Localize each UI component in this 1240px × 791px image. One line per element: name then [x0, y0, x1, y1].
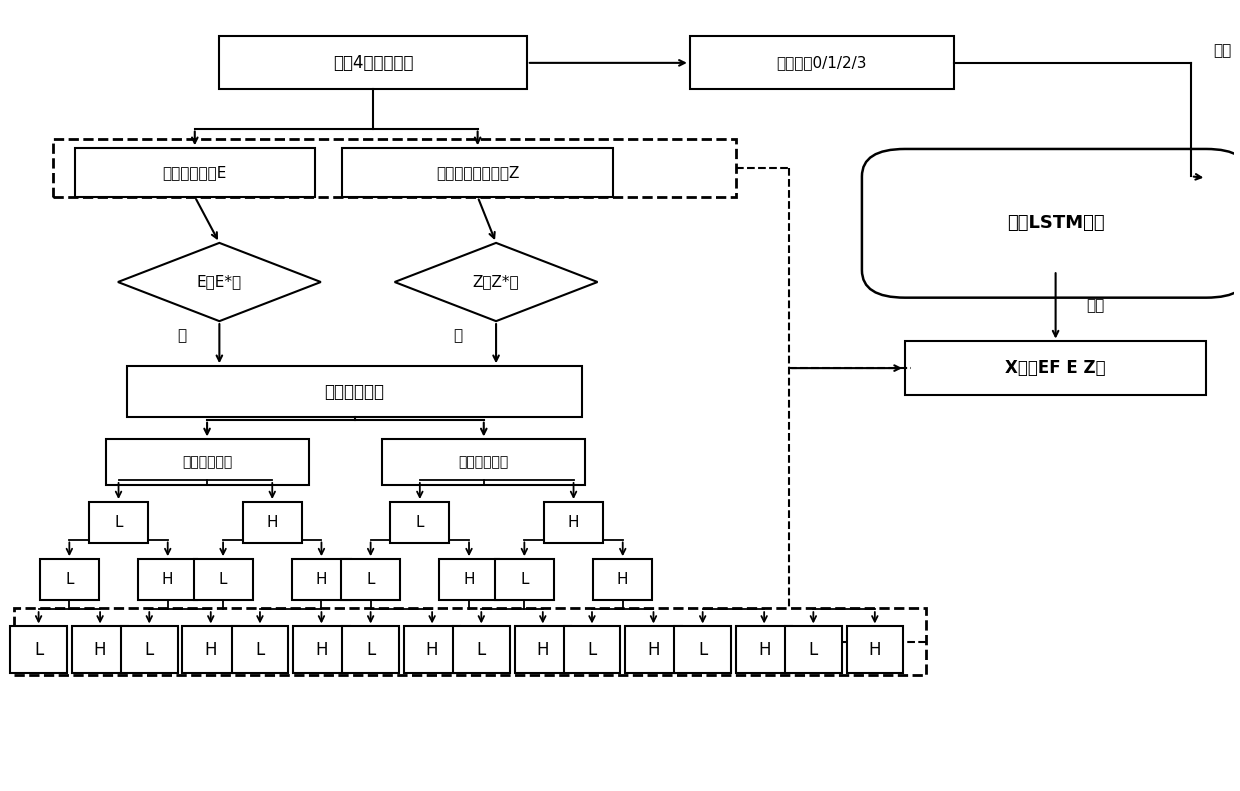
FancyBboxPatch shape [625, 626, 682, 673]
FancyBboxPatch shape [404, 626, 460, 673]
FancyBboxPatch shape [785, 626, 842, 673]
Text: 小波四层分解: 小波四层分解 [325, 383, 384, 400]
FancyBboxPatch shape [593, 559, 652, 600]
Text: H: H [464, 572, 475, 587]
Text: 高频细节分量: 高频细节分量 [459, 455, 508, 469]
Text: L: L [114, 515, 123, 530]
FancyBboxPatch shape [40, 559, 99, 600]
FancyBboxPatch shape [291, 559, 351, 600]
Text: L: L [476, 641, 486, 659]
Text: L: L [588, 641, 596, 659]
Text: H: H [205, 641, 217, 659]
Text: H: H [315, 641, 327, 659]
Text: X＝［EF E Z］: X＝［EF E Z］ [1006, 359, 1106, 377]
FancyBboxPatch shape [382, 439, 585, 485]
FancyBboxPatch shape [515, 626, 572, 673]
Text: Z＞Z*？: Z＞Z*？ [472, 274, 520, 290]
Polygon shape [118, 243, 321, 321]
Text: H: H [537, 641, 549, 659]
Text: L: L [415, 515, 424, 530]
FancyBboxPatch shape [862, 149, 1240, 297]
FancyBboxPatch shape [342, 148, 613, 197]
Text: 是: 是 [454, 328, 463, 343]
FancyBboxPatch shape [122, 626, 177, 673]
FancyBboxPatch shape [544, 502, 603, 543]
Text: L: L [64, 572, 73, 587]
Text: 低频细节分量: 低频细节分量 [182, 455, 232, 469]
Text: 事件标签0/1/2/3: 事件标签0/1/2/3 [776, 55, 867, 70]
Text: H: H [162, 572, 174, 587]
FancyBboxPatch shape [10, 626, 67, 673]
Text: 计算短时过电平率Z: 计算短时过电平率Z [436, 165, 520, 180]
FancyBboxPatch shape [675, 626, 730, 673]
Text: 计算短时能量E: 计算短时能量E [162, 165, 227, 180]
FancyBboxPatch shape [495, 559, 554, 600]
Text: L: L [255, 641, 264, 659]
FancyBboxPatch shape [391, 502, 449, 543]
Text: L: L [218, 572, 227, 587]
FancyBboxPatch shape [905, 342, 1207, 395]
FancyBboxPatch shape [89, 502, 148, 543]
Text: H: H [647, 641, 660, 659]
Text: H: H [568, 515, 579, 530]
Text: L: L [520, 572, 528, 587]
FancyBboxPatch shape [735, 626, 792, 673]
Text: 输出: 输出 [1213, 44, 1231, 59]
Text: L: L [366, 641, 376, 659]
Text: E＞E*？: E＞E*？ [197, 274, 242, 290]
Text: H: H [868, 641, 882, 659]
FancyBboxPatch shape [182, 626, 239, 673]
FancyBboxPatch shape [341, 559, 401, 600]
Text: 采集4种模式信号: 采集4种模式信号 [332, 54, 413, 72]
Text: L: L [366, 572, 374, 587]
FancyBboxPatch shape [342, 626, 399, 673]
Text: H: H [267, 515, 278, 530]
Text: H: H [425, 641, 439, 659]
FancyBboxPatch shape [232, 626, 288, 673]
Text: H: H [94, 641, 107, 659]
FancyBboxPatch shape [564, 626, 620, 673]
Text: H: H [316, 572, 327, 587]
FancyBboxPatch shape [138, 559, 197, 600]
Text: L: L [698, 641, 707, 659]
Text: 是: 是 [177, 328, 186, 343]
FancyBboxPatch shape [105, 439, 309, 485]
FancyBboxPatch shape [847, 626, 903, 673]
Text: H: H [758, 641, 770, 659]
FancyBboxPatch shape [74, 148, 315, 197]
Text: 双向LSTM模型: 双向LSTM模型 [1007, 214, 1105, 233]
FancyBboxPatch shape [293, 626, 350, 673]
FancyBboxPatch shape [72, 626, 129, 673]
FancyBboxPatch shape [219, 36, 527, 89]
Text: 输入: 输入 [1086, 298, 1105, 313]
Text: L: L [145, 641, 154, 659]
FancyBboxPatch shape [243, 502, 301, 543]
FancyBboxPatch shape [193, 559, 253, 600]
Text: H: H [618, 572, 629, 587]
FancyBboxPatch shape [128, 366, 582, 417]
FancyBboxPatch shape [439, 559, 498, 600]
FancyBboxPatch shape [689, 36, 954, 89]
Text: L: L [808, 641, 818, 659]
FancyBboxPatch shape [453, 626, 510, 673]
Polygon shape [394, 243, 598, 321]
Text: L: L [33, 641, 43, 659]
